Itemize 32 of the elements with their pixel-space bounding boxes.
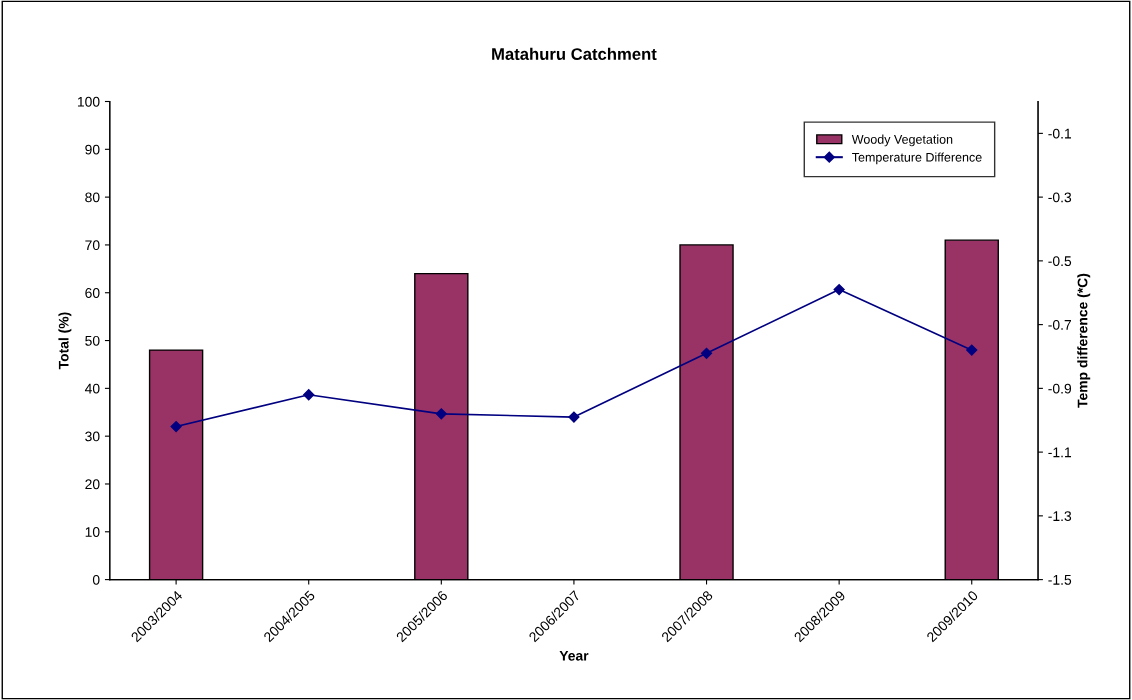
- y-tick-label: 40: [84, 383, 100, 394]
- y2-tick-label: -0.1: [1048, 128, 1072, 139]
- x-axis-title: Year: [559, 650, 589, 661]
- y2-tick-label: -1.5: [1048, 575, 1072, 585]
- y2-tick-label: -0.9: [1048, 383, 1072, 394]
- y2-axis-title: Temp difference (*C): [1077, 273, 1091, 408]
- y-tick-label: 30: [85, 431, 100, 442]
- point: [568, 411, 580, 423]
- y-tick-label: 100: [77, 96, 100, 107]
- legend-label: Woody Vegetation: [851, 134, 953, 147]
- point: [966, 344, 978, 356]
- y2-tick-label: -0.5: [1048, 256, 1072, 267]
- point: [435, 408, 447, 420]
- y-tick-label: 80: [85, 192, 100, 203]
- point: [700, 347, 713, 359]
- y2-tick-label: -0.3: [1048, 192, 1072, 203]
- point: [833, 283, 845, 296]
- y-tick-label: 50: [85, 335, 100, 346]
- point: [303, 389, 315, 401]
- y-tick-label: 10: [85, 527, 100, 537]
- y-axis-title: Total (%): [58, 312, 72, 370]
- point: [170, 421, 182, 433]
- y-tick-label: 60: [85, 288, 100, 298]
- y-tick-label: 90: [85, 144, 100, 155]
- y-tick-label: 20: [85, 479, 100, 490]
- y-tick-label: 70: [85, 240, 100, 251]
- y-tick-label: 0: [92, 574, 100, 585]
- y2-tick-label: -1.1: [1048, 447, 1072, 458]
- y2-tick-label: -0.7: [1048, 319, 1071, 330]
- chart-title: Matahuru Catchment: [492, 47, 657, 60]
- y2-tick-label: -1.3: [1048, 511, 1072, 522]
- legend-label: Temperature Difference: [852, 152, 982, 165]
